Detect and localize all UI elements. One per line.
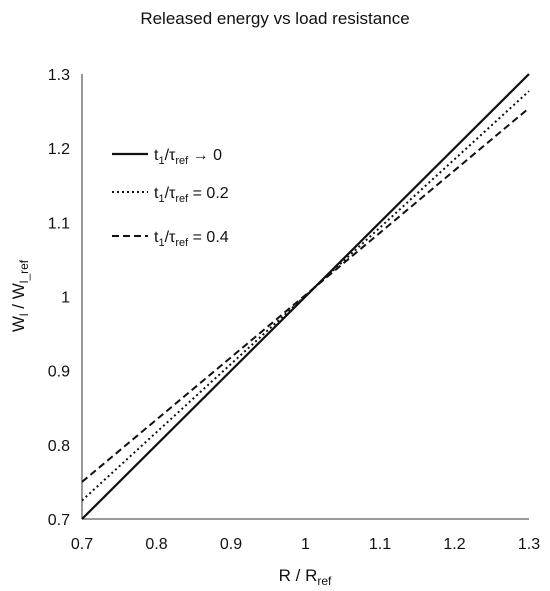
legend-entry: t1/τref → 0 [154, 147, 222, 167]
legend-entry: t1/τref = 0.4 [154, 229, 229, 249]
y-tick-label: 1.1 [48, 215, 70, 232]
x-tick-label: 1.2 [443, 536, 465, 553]
x-tick-label: 1 [301, 536, 310, 553]
x-tick-label: 1.1 [369, 536, 391, 553]
y-tick-label: 1.3 [48, 67, 70, 84]
y-tick-label: 0.7 [48, 512, 70, 529]
x-tick-label: 0.9 [220, 536, 242, 553]
series-line-solid [81, 73, 530, 520]
x-tick-label: 0.8 [145, 536, 167, 553]
y-tick-label: 1.2 [48, 141, 70, 158]
chart-title: Released energy vs load resistance [140, 9, 409, 28]
series-line-dashed [81, 107, 530, 483]
y-axis-label: Wl / Wl_ref [9, 259, 31, 332]
legend: t1/τref → 0 t1/τref = 0.2 t1/τref = 0.4 [112, 147, 229, 249]
y-tick-label: 1 [61, 290, 70, 307]
x-axis-label: R / Rref [279, 566, 332, 588]
x-tick-label: 0.7 [71, 536, 93, 553]
legend-entry: t1/τref = 0.2 [154, 185, 229, 205]
series-line-dotted [81, 90, 530, 502]
x-tick-label: 1.3 [518, 536, 540, 553]
y-tick-label: 0.9 [48, 364, 70, 381]
y-tick-label: 0.8 [48, 438, 70, 455]
